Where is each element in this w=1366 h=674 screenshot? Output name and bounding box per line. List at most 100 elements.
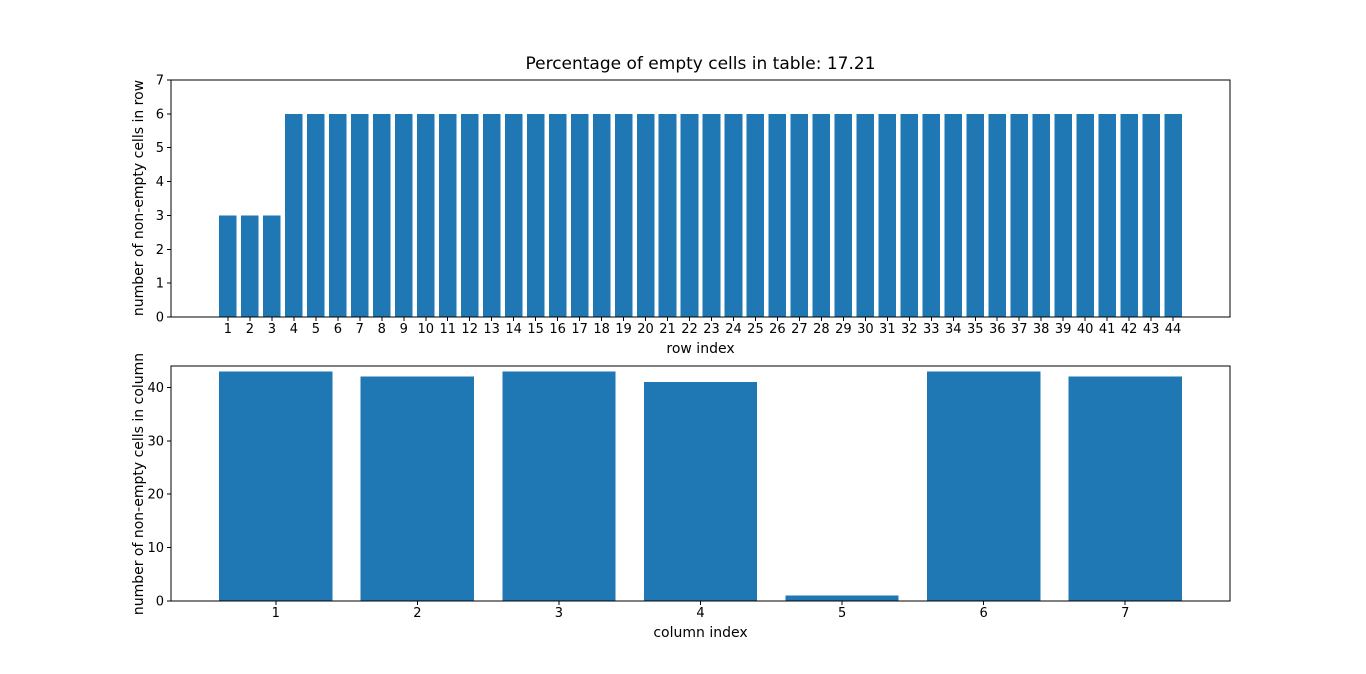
y-tick-label: 4 <box>156 175 164 190</box>
x-tick-label: 5 <box>838 606 846 621</box>
bar <box>927 371 1041 601</box>
bar <box>1076 113 1094 317</box>
x-tick-label: 40 <box>1077 322 1094 337</box>
bar <box>746 113 765 317</box>
x-tick-label: 16 <box>549 322 566 337</box>
x-tick-label: 28 <box>813 322 830 337</box>
bar <box>878 113 897 317</box>
bar <box>856 113 875 317</box>
x-tick-label: 42 <box>1121 322 1138 337</box>
bar <box>614 113 633 317</box>
chart1-x-axis-label: row index <box>666 341 735 357</box>
bar <box>219 215 237 317</box>
y-tick-label: 5 <box>156 141 164 156</box>
x-tick-label: 11 <box>439 322 456 337</box>
x-tick-label: 6 <box>980 606 988 621</box>
x-tick-label: 31 <box>879 322 896 337</box>
x-tick-label: 4 <box>696 606 704 621</box>
x-tick-label: 22 <box>681 322 698 337</box>
bar <box>219 371 333 601</box>
bar <box>636 113 655 317</box>
x-tick-label: 18 <box>593 322 610 337</box>
bar <box>812 113 831 317</box>
x-tick-label: 23 <box>703 322 720 337</box>
y-tick-label: 20 <box>147 488 164 503</box>
bar <box>1120 113 1138 317</box>
bar <box>680 113 699 317</box>
x-tick-label: 34 <box>945 322 962 337</box>
bar <box>988 113 1007 317</box>
y-tick-label: 3 <box>156 209 164 224</box>
bar <box>373 113 391 317</box>
x-tick-label: 29 <box>835 322 852 337</box>
bar <box>438 113 457 317</box>
bar <box>360 376 474 601</box>
x-tick-label: 36 <box>989 322 1006 337</box>
x-tick-label: 37 <box>1011 322 1028 337</box>
bar <box>241 215 259 317</box>
bar <box>307 113 325 317</box>
axes-frame <box>170 79 1231 318</box>
bar <box>504 113 523 317</box>
x-tick-label: 30 <box>857 322 874 337</box>
bar <box>643 382 758 601</box>
bar <box>1054 113 1072 317</box>
bar <box>785 595 899 601</box>
x-tick-label: 26 <box>769 322 786 337</box>
bar <box>768 113 787 317</box>
y-tick-label: 40 <box>147 381 164 396</box>
x-tick-label: 3 <box>268 322 276 337</box>
x-tick-label: 5 <box>312 322 320 337</box>
y-tick-label: 7 <box>156 74 164 89</box>
x-tick-label: 2 <box>413 606 421 621</box>
axes-frame <box>170 365 1231 602</box>
bar <box>1010 113 1028 317</box>
x-tick-label: 19 <box>615 322 632 337</box>
y-tick-label: 1 <box>156 277 164 292</box>
x-tick-label: 39 <box>1055 322 1072 337</box>
bar <box>482 113 501 317</box>
bar <box>834 113 853 317</box>
bar <box>658 113 677 317</box>
bar <box>502 371 616 601</box>
y-tick-label: 30 <box>147 434 164 449</box>
x-tick-label: 7 <box>356 322 364 337</box>
x-tick-label: 33 <box>923 322 940 337</box>
bar <box>702 113 721 317</box>
y-tick-label: 0 <box>156 595 164 610</box>
x-tick-label: 2 <box>246 322 254 337</box>
x-tick-label: 6 <box>334 322 342 337</box>
bar <box>724 113 743 317</box>
x-tick-label: 44 <box>1165 322 1182 337</box>
x-tick-label: 13 <box>483 322 500 337</box>
x-tick-label: 3 <box>555 606 563 621</box>
bar <box>460 113 479 317</box>
bar <box>966 113 985 317</box>
y-tick-label: 0 <box>156 311 164 326</box>
x-tick-label: 14 <box>505 322 522 337</box>
x-tick-label: 41 <box>1099 322 1116 337</box>
y-tick-label: 10 <box>147 541 164 556</box>
x-tick-label: 32 <box>901 322 918 337</box>
bar <box>922 113 941 317</box>
chart2-y-axis-label: number of non-empty cells in column <box>131 352 147 616</box>
bar <box>900 113 919 317</box>
bar <box>548 113 567 317</box>
x-tick-label: 24 <box>725 322 742 337</box>
chart1-y-axis-label: number of non-empty cells in row <box>131 79 147 317</box>
x-tick-label: 21 <box>659 322 676 337</box>
x-tick-label: 7 <box>1121 606 1129 621</box>
x-tick-label: 20 <box>637 322 654 337</box>
x-tick-label: 25 <box>747 322 764 337</box>
bar <box>526 113 545 317</box>
x-tick-label: 10 <box>417 322 434 337</box>
x-tick-label: 27 <box>791 322 808 337</box>
bar <box>1032 113 1050 317</box>
bar <box>1098 113 1116 317</box>
bar <box>394 113 413 317</box>
y-tick-label: 6 <box>156 107 164 122</box>
bar <box>570 113 589 317</box>
axes-2: 1 2 3 4 5 6 7 0 10 20 30 40 <box>147 365 1231 621</box>
